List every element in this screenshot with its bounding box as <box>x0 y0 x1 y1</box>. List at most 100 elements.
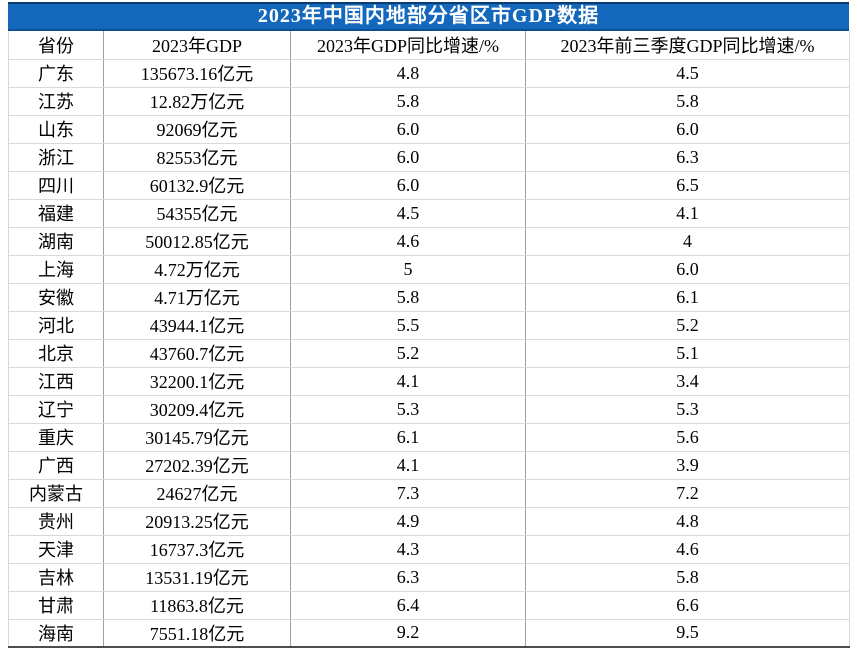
gdp-table: 省份 2023年GDP 2023年GDP同比增速/% 2023年前三季度GDP同… <box>8 31 850 648</box>
cell-province: 江西 <box>8 367 104 396</box>
cell-province: 辽宁 <box>8 395 104 424</box>
cell-growth-2023: 6.3 <box>290 563 526 592</box>
cell-growth-q3: 5.8 <box>525 87 850 116</box>
cell-province: 北京 <box>8 339 104 368</box>
cell-province: 广西 <box>8 451 104 480</box>
cell-province: 福建 <box>8 199 104 228</box>
table-row: 湖南 50012.85亿元 4.6 4 <box>8 227 850 256</box>
cell-province: 河北 <box>8 311 104 340</box>
cell-province: 山东 <box>8 115 104 144</box>
cell-province: 广东 <box>8 59 104 88</box>
cell-growth-2023: 5.5 <box>290 311 526 340</box>
cell-growth-q3: 6.1 <box>525 283 850 312</box>
cell-growth-2023: 4.9 <box>290 507 526 536</box>
cell-growth-2023: 6.4 <box>290 591 526 620</box>
table-row: 内蒙古 24627亿元 7.3 7.2 <box>8 479 850 508</box>
cell-province: 甘肃 <box>8 591 104 620</box>
table-row: 山东 92069亿元 6.0 6.0 <box>8 115 850 144</box>
header-cell-growth-q3: 2023年前三季度GDP同比增速/% <box>525 31 850 60</box>
cell-province: 天津 <box>8 535 104 564</box>
table-body: 广东 135673.16亿元 4.8 4.5 江苏 12.82万亿元 5.8 5.8 山东 920… <box>8 59 850 648</box>
cell-growth-q3: 4.8 <box>525 507 850 536</box>
cell-gdp: 7551.18亿元 <box>103 619 291 648</box>
cell-growth-q3: 4.5 <box>525 59 850 88</box>
cell-growth-q3: 6.0 <box>525 115 850 144</box>
table-row: 贵州 20913.25亿元 4.9 4.8 <box>8 507 850 536</box>
table-row: 甘肃 11863.8亿元 6.4 6.6 <box>8 591 850 620</box>
table-row: 广东 135673.16亿元 4.8 4.5 <box>8 59 850 88</box>
cell-growth-2023: 5 <box>290 255 526 284</box>
cell-growth-q3: 6.0 <box>525 255 850 284</box>
cell-gdp: 43944.1亿元 <box>103 311 291 340</box>
table-row: 上海 4.72万亿元 5 6.0 <box>8 255 850 284</box>
cell-growth-q3: 5.8 <box>525 563 850 592</box>
cell-growth-2023: 4.5 <box>290 199 526 228</box>
cell-growth-2023: 6.1 <box>290 423 526 452</box>
cell-gdp: 13531.19亿元 <box>103 563 291 592</box>
cell-gdp: 82553亿元 <box>103 143 291 172</box>
cell-growth-2023: 9.2 <box>290 619 526 648</box>
cell-gdp: 11863.8亿元 <box>103 591 291 620</box>
table-row: 江西 32200.1亿元 4.1 3.4 <box>8 367 850 396</box>
cell-gdp: 4.72万亿元 <box>103 255 291 284</box>
cell-province: 四川 <box>8 171 104 200</box>
cell-growth-2023: 5.3 <box>290 395 526 424</box>
cell-growth-2023: 5.8 <box>290 283 526 312</box>
cell-growth-q3: 4.6 <box>525 535 850 564</box>
table-row: 四川 60132.9亿元 6.0 6.5 <box>8 171 850 200</box>
table-row: 海南 7551.18亿元 9.2 9.5 <box>8 619 850 648</box>
cell-growth-q3: 6.3 <box>525 143 850 172</box>
cell-province: 内蒙古 <box>8 479 104 508</box>
cell-growth-2023: 4.6 <box>290 227 526 256</box>
table-row: 河北 43944.1亿元 5.5 5.2 <box>8 311 850 340</box>
cell-growth-2023: 7.3 <box>290 479 526 508</box>
cell-growth-2023: 4.1 <box>290 451 526 480</box>
table-header-row: 省份 2023年GDP 2023年GDP同比增速/% 2023年前三季度GDP同… <box>8 31 850 60</box>
cell-growth-q3: 5.1 <box>525 339 850 368</box>
cell-province: 江苏 <box>8 87 104 116</box>
cell-growth-2023: 4.1 <box>290 367 526 396</box>
cell-growth-2023: 5.8 <box>290 87 526 116</box>
cell-growth-q3: 3.4 <box>525 367 850 396</box>
cell-gdp: 50012.85亿元 <box>103 227 291 256</box>
cell-growth-2023: 4.8 <box>290 59 526 88</box>
cell-gdp: 4.71万亿元 <box>103 283 291 312</box>
table-row: 辽宁 30209.4亿元 5.3 5.3 <box>8 395 850 424</box>
cell-growth-q3: 5.3 <box>525 395 850 424</box>
cell-gdp: 30209.4亿元 <box>103 395 291 424</box>
table-row: 重庆 30145.79亿元 6.1 5.6 <box>8 423 850 452</box>
cell-growth-2023: 4.3 <box>290 535 526 564</box>
cell-province: 安徽 <box>8 283 104 312</box>
cell-gdp: 135673.16亿元 <box>103 59 291 88</box>
cell-growth-2023: 6.0 <box>290 143 526 172</box>
table-row: 江苏 12.82万亿元 5.8 5.8 <box>8 87 850 116</box>
page-title: 2023年中国内地部分省区市GDP数据 <box>8 2 849 31</box>
cell-province: 上海 <box>8 255 104 284</box>
gdp-table-page: 2023年中国内地部分省区市GDP数据 省份 2023年GDP 2023年GDP… <box>8 2 850 648</box>
cell-growth-2023: 5.2 <box>290 339 526 368</box>
cell-growth-q3: 5.6 <box>525 423 850 452</box>
cell-province: 贵州 <box>8 507 104 536</box>
cell-growth-2023: 6.0 <box>290 115 526 144</box>
cell-gdp: 30145.79亿元 <box>103 423 291 452</box>
cell-gdp: 43760.7亿元 <box>103 339 291 368</box>
cell-province: 浙江 <box>8 143 104 172</box>
table-row: 福建 54355亿元 4.5 4.1 <box>8 199 850 228</box>
cell-growth-2023: 6.0 <box>290 171 526 200</box>
cell-gdp: 24627亿元 <box>103 479 291 508</box>
table-row: 北京 43760.7亿元 5.2 5.1 <box>8 339 850 368</box>
header-cell-growth-2023: 2023年GDP同比增速/% <box>290 31 526 60</box>
cell-growth-q3: 4.1 <box>525 199 850 228</box>
cell-growth-q3: 5.2 <box>525 311 850 340</box>
cell-gdp: 12.82万亿元 <box>103 87 291 116</box>
cell-province: 吉林 <box>8 563 104 592</box>
cell-province: 湖南 <box>8 227 104 256</box>
table-row: 天津 16737.3亿元 4.3 4.6 <box>8 535 850 564</box>
cell-gdp: 20913.25亿元 <box>103 507 291 536</box>
table-row: 浙江 82553亿元 6.0 6.3 <box>8 143 850 172</box>
cell-growth-q3: 6.5 <box>525 171 850 200</box>
cell-gdp: 32200.1亿元 <box>103 367 291 396</box>
cell-gdp: 54355亿元 <box>103 199 291 228</box>
cell-gdp: 16737.3亿元 <box>103 535 291 564</box>
cell-growth-q3: 3.9 <box>525 451 850 480</box>
